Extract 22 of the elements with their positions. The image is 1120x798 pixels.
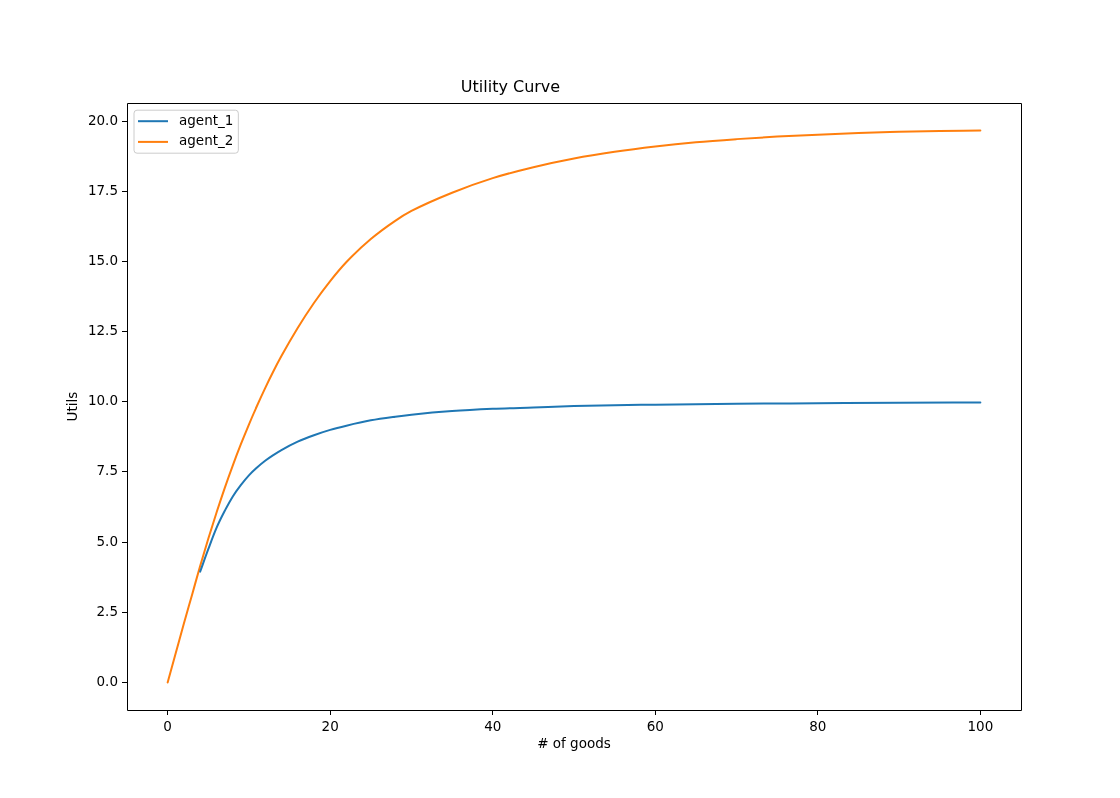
- y-tick-label: 7.5: [96, 462, 118, 479]
- legend-label: agent_2: [179, 132, 234, 149]
- x-axis-title: # of goods: [537, 735, 611, 752]
- x-tick-label: 40: [484, 717, 502, 734]
- y-tick-label: 0.0: [96, 672, 118, 689]
- y-tick-label: 12.5: [87, 322, 118, 339]
- chart-title: Utility Curve: [460, 76, 561, 96]
- legend-label: agent_1: [179, 111, 234, 128]
- y-tick-label: 5.0: [96, 532, 118, 549]
- y-tick-label: 17.5: [87, 181, 118, 198]
- y-tick-label: 10.0: [87, 392, 118, 409]
- y-tick-label: 20.0: [87, 111, 118, 128]
- x-tick-label: 80: [809, 717, 827, 734]
- line-series: [199, 401, 982, 573]
- line-series: [166, 129, 982, 684]
- y-axis-title: Utils: [63, 391, 80, 422]
- x-tick-label: 100: [967, 717, 994, 734]
- x-tick-label: 0: [163, 717, 172, 734]
- y-tick-label: 15.0: [87, 252, 118, 268]
- x-tick-label: 60: [646, 717, 664, 734]
- x-tick-label: 20: [321, 717, 339, 734]
- y-tick-label: 2.5: [96, 602, 118, 619]
